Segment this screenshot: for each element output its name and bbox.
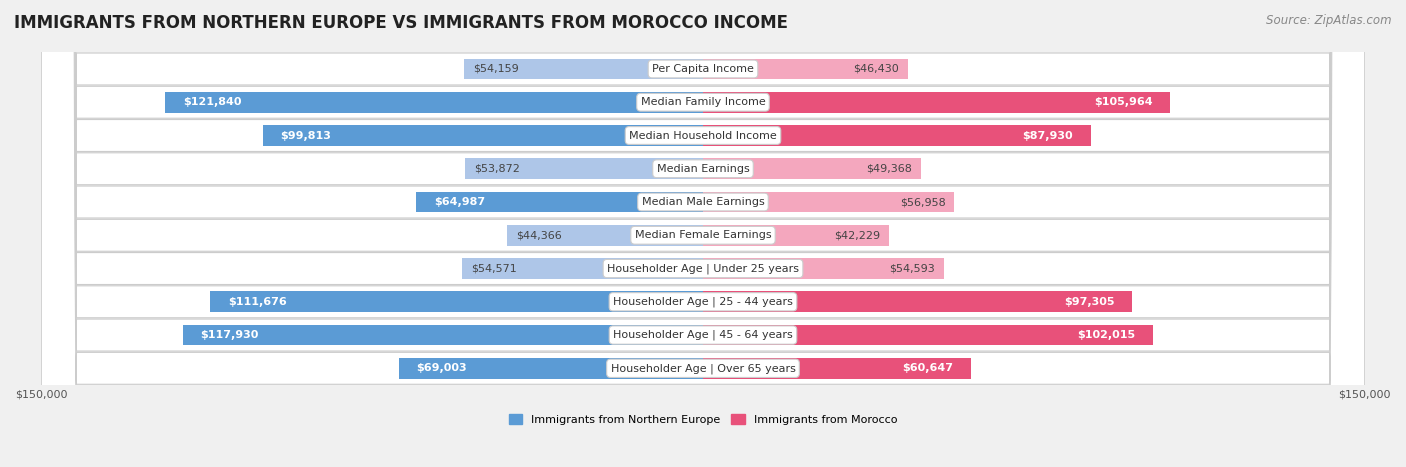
Text: $53,872: $53,872 xyxy=(474,164,520,174)
Bar xyxy=(463,258,703,279)
Text: $97,305: $97,305 xyxy=(1064,297,1115,307)
Text: Householder Age | 45 - 64 years: Householder Age | 45 - 64 years xyxy=(613,330,793,340)
Text: $105,964: $105,964 xyxy=(1094,97,1153,107)
Bar xyxy=(465,158,703,179)
Text: $99,813: $99,813 xyxy=(280,130,332,141)
Text: $87,930: $87,930 xyxy=(1022,130,1073,141)
FancyBboxPatch shape xyxy=(41,0,1365,467)
Bar xyxy=(703,358,970,379)
Text: Median Earnings: Median Earnings xyxy=(657,164,749,174)
Bar xyxy=(508,225,703,246)
Text: Per Capita Income: Per Capita Income xyxy=(652,64,754,74)
FancyBboxPatch shape xyxy=(41,0,1365,467)
Bar xyxy=(398,358,703,379)
Text: $102,015: $102,015 xyxy=(1077,330,1136,340)
Bar xyxy=(166,92,703,113)
Text: $56,958: $56,958 xyxy=(900,197,945,207)
Bar xyxy=(703,325,1153,346)
Bar xyxy=(703,59,908,79)
FancyBboxPatch shape xyxy=(41,0,1365,467)
Bar xyxy=(703,158,921,179)
Legend: Immigrants from Northern Europe, Immigrants from Morocco: Immigrants from Northern Europe, Immigra… xyxy=(505,410,901,429)
Text: $117,930: $117,930 xyxy=(201,330,259,340)
Text: Householder Age | Under 25 years: Householder Age | Under 25 years xyxy=(607,263,799,274)
FancyBboxPatch shape xyxy=(41,0,1365,467)
FancyBboxPatch shape xyxy=(41,0,1365,467)
Text: Median Female Earnings: Median Female Earnings xyxy=(634,230,772,241)
Text: Householder Age | 25 - 44 years: Householder Age | 25 - 44 years xyxy=(613,297,793,307)
FancyBboxPatch shape xyxy=(41,0,1365,467)
Text: Householder Age | Over 65 years: Householder Age | Over 65 years xyxy=(610,363,796,374)
Text: $54,159: $54,159 xyxy=(472,64,519,74)
FancyBboxPatch shape xyxy=(41,0,1365,467)
Bar xyxy=(703,258,943,279)
Text: $49,368: $49,368 xyxy=(866,164,912,174)
FancyBboxPatch shape xyxy=(41,0,1365,467)
Text: $111,676: $111,676 xyxy=(228,297,287,307)
Text: $64,987: $64,987 xyxy=(434,197,485,207)
Text: $46,430: $46,430 xyxy=(853,64,898,74)
FancyBboxPatch shape xyxy=(41,0,1365,467)
Bar xyxy=(703,192,955,212)
Text: Median Male Earnings: Median Male Earnings xyxy=(641,197,765,207)
Text: $121,840: $121,840 xyxy=(183,97,242,107)
Bar xyxy=(183,325,703,346)
Text: $44,366: $44,366 xyxy=(516,230,562,241)
Bar xyxy=(703,225,890,246)
Text: $42,229: $42,229 xyxy=(834,230,880,241)
Text: $54,593: $54,593 xyxy=(889,263,935,274)
Text: Median Family Income: Median Family Income xyxy=(641,97,765,107)
Text: Median Household Income: Median Household Income xyxy=(628,130,778,141)
Text: $54,571: $54,571 xyxy=(471,263,517,274)
Text: Source: ZipAtlas.com: Source: ZipAtlas.com xyxy=(1267,14,1392,27)
Bar xyxy=(464,59,703,79)
Text: $69,003: $69,003 xyxy=(416,363,467,373)
Bar xyxy=(703,125,1091,146)
Bar xyxy=(703,291,1132,312)
Text: $60,647: $60,647 xyxy=(901,363,953,373)
Bar xyxy=(211,291,703,312)
Text: IMMIGRANTS FROM NORTHERN EUROPE VS IMMIGRANTS FROM MOROCCO INCOME: IMMIGRANTS FROM NORTHERN EUROPE VS IMMIG… xyxy=(14,14,787,32)
Bar xyxy=(703,92,1170,113)
FancyBboxPatch shape xyxy=(41,0,1365,467)
Bar xyxy=(263,125,703,146)
Bar xyxy=(416,192,703,212)
